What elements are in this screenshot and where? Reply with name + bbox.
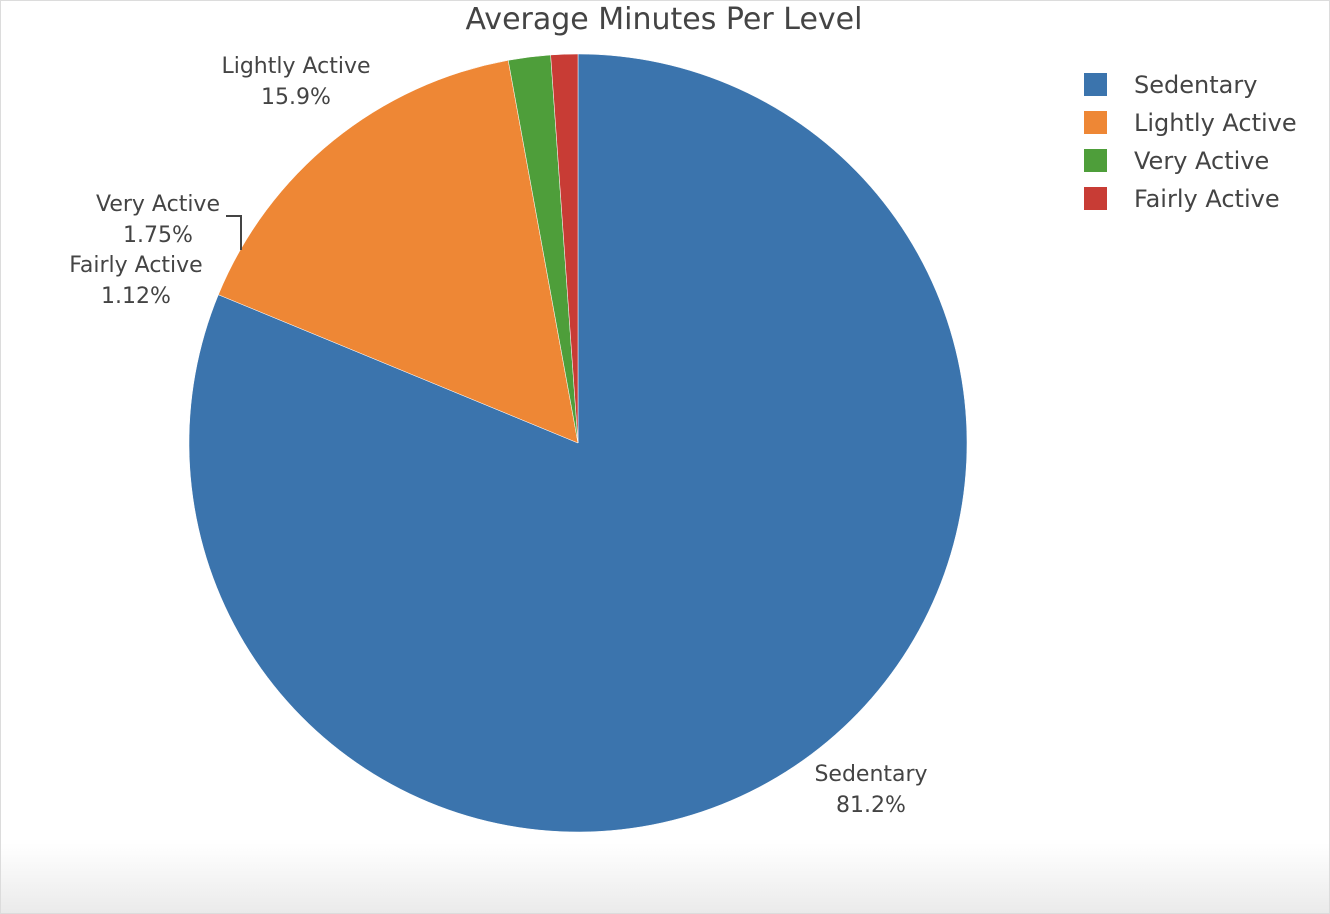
slice-labels: Sedentary 81.2% Lightly Active 15.9% Very Ac… [69, 54, 927, 818]
legend-label-very-active: Very Active [1134, 147, 1269, 175]
slice-percent-lightly-active: 15.9% [261, 85, 331, 110]
legend-item-sedentary[interactable]: Sedentary [1084, 71, 1257, 99]
slice-label-fairly-active: Fairly Active [69, 253, 202, 278]
chart-title: Average Minutes Per Level [466, 2, 863, 37]
legend-swatch-lightly-active [1084, 111, 1107, 134]
legend-item-very-active[interactable]: Very Active [1084, 147, 1269, 175]
slice-label-very-active: Very Active [96, 192, 220, 217]
legend-item-lightly-active[interactable]: Lightly Active [1084, 109, 1297, 137]
pie-slice-lightly-active[interactable] [218, 60, 579, 444]
legend-swatch-sedentary [1084, 73, 1107, 96]
slice-percent-sedentary: 81.2% [836, 793, 906, 818]
leader-line-very-active [226, 215, 242, 250]
legend-item-fairly-active[interactable]: Fairly Active [1084, 185, 1280, 213]
legend-label-fairly-active: Fairly Active [1134, 185, 1280, 213]
slice-percent-fairly-active: 1.12% [101, 284, 171, 309]
slice-percent-very-active: 1.75% [123, 223, 193, 248]
slice-label-sedentary: Sedentary [814, 762, 927, 787]
legend-label-lightly-active: Lightly Active [1134, 109, 1297, 137]
legend-swatch-very-active [1084, 149, 1107, 172]
legend[interactable]: Sedentary Lightly Active Very Active Fairly… [1084, 71, 1297, 213]
legend-label-sedentary: Sedentary [1134, 71, 1257, 99]
pie-slice-fairly-active[interactable] [550, 53, 579, 444]
slice-label-lightly-active: Lightly Active [221, 54, 370, 79]
pie-slices [188, 53, 968, 833]
legend-swatch-fairly-active [1084, 187, 1107, 210]
